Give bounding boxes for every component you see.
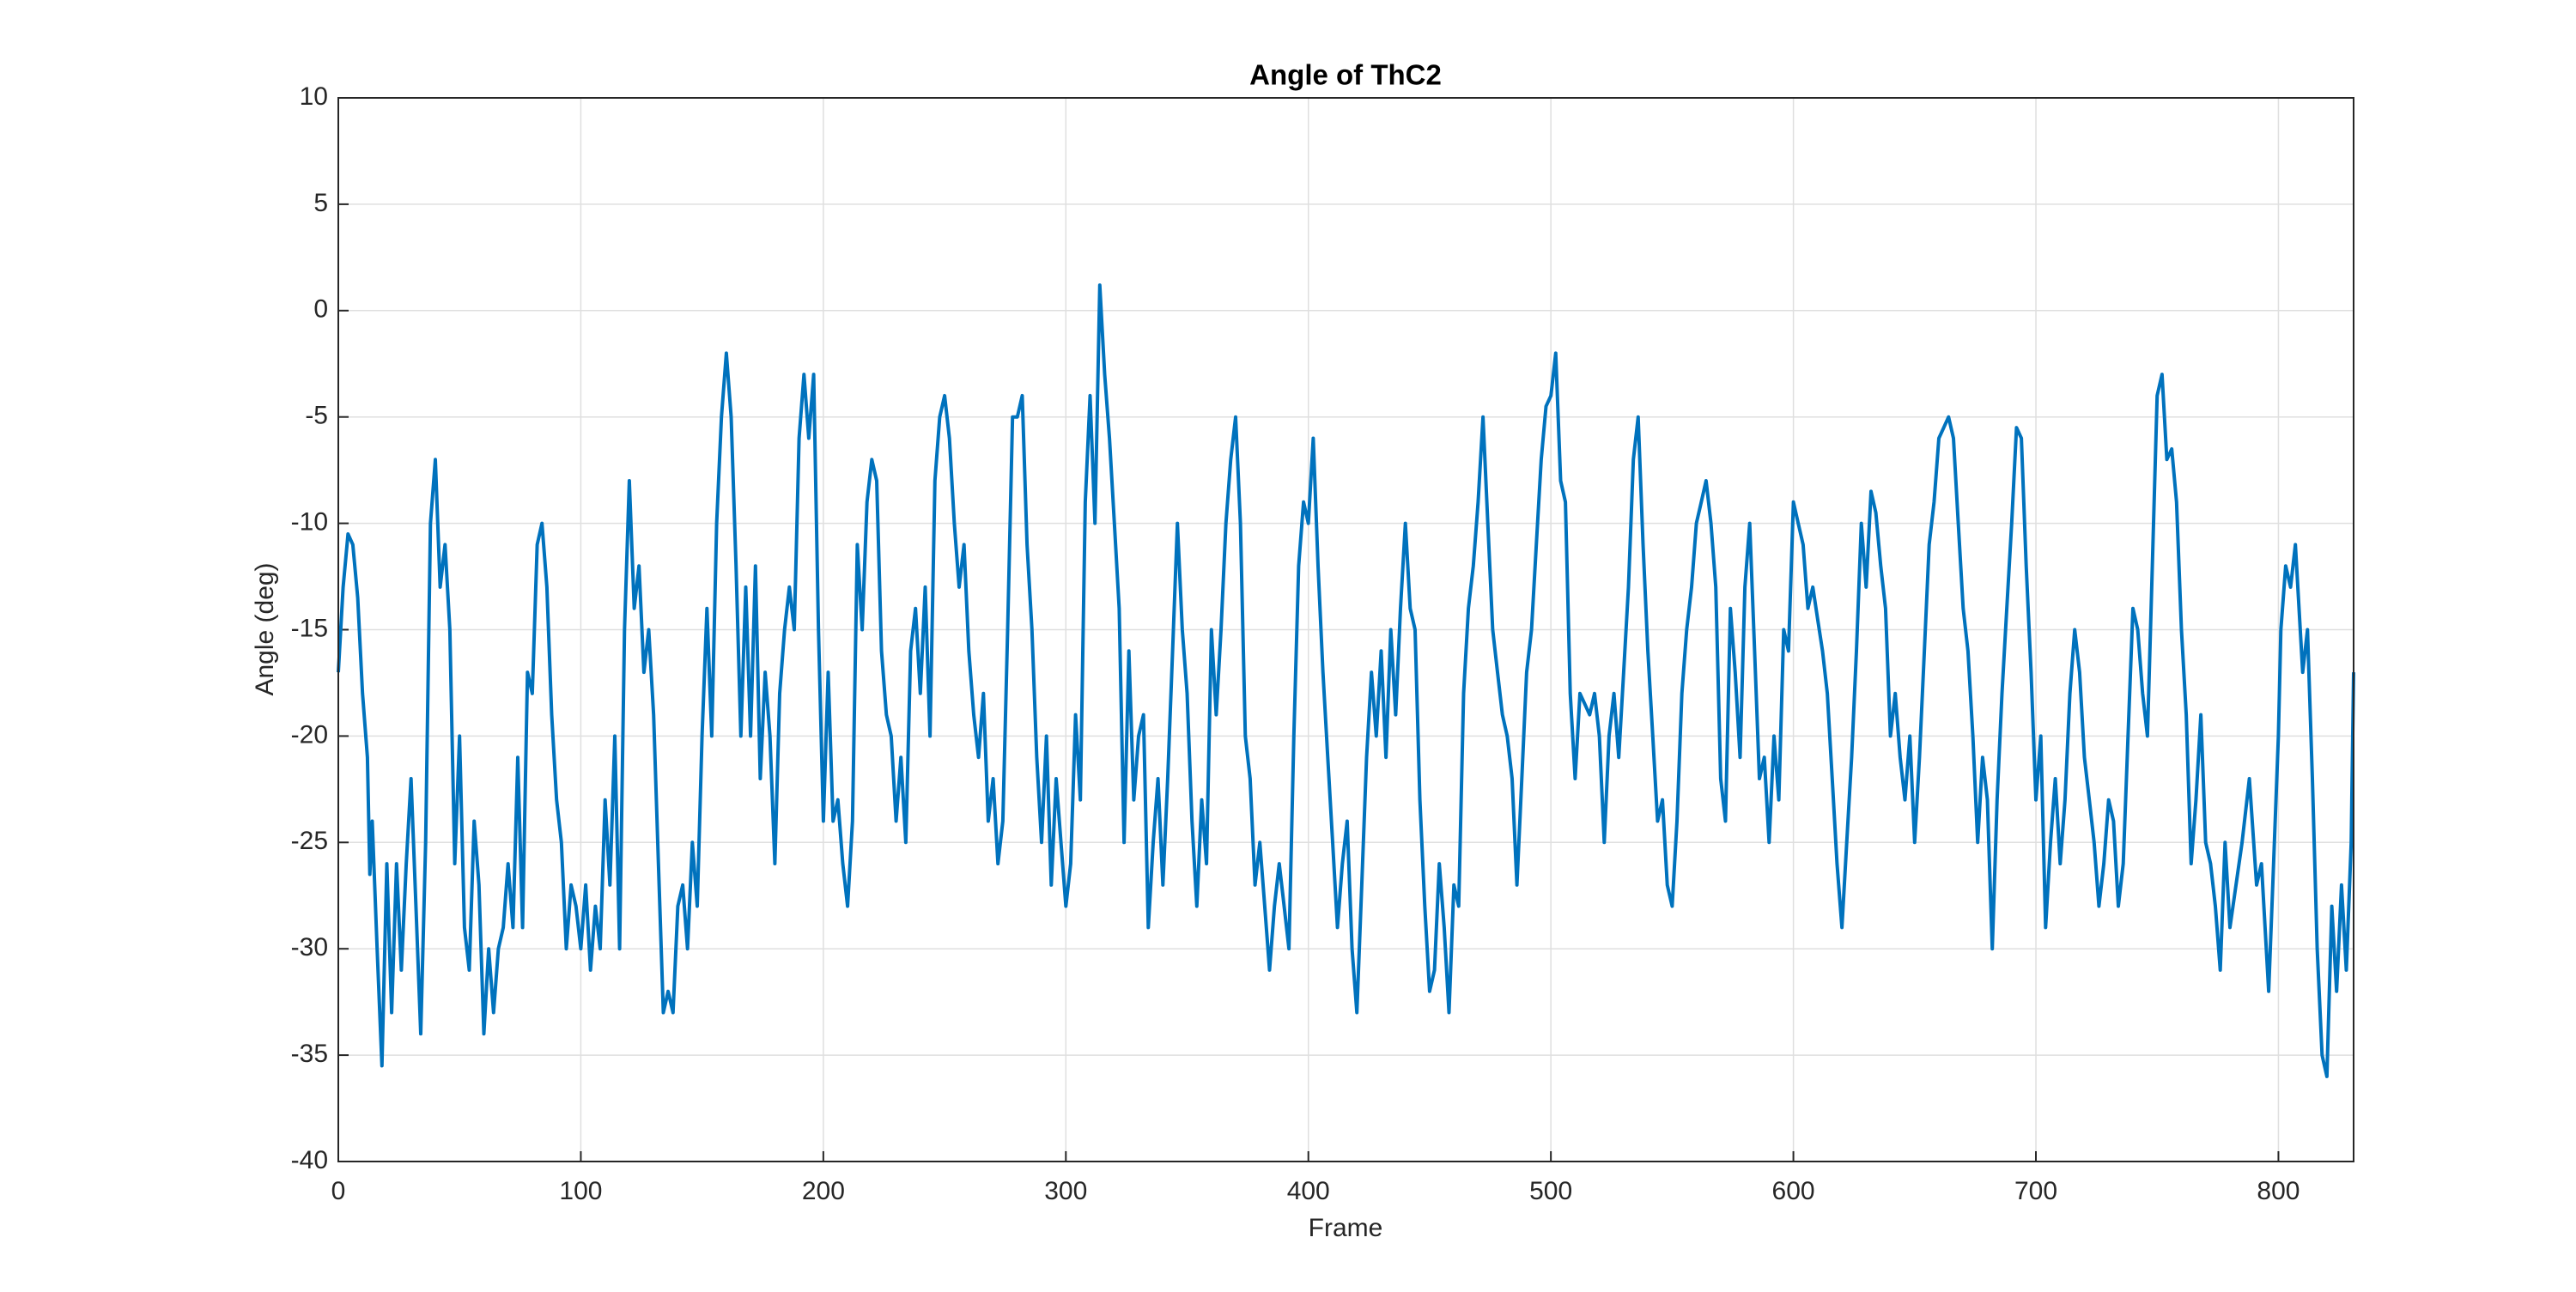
y-tick-label: 0 bbox=[313, 295, 328, 324]
y-tick-label: -25 bbox=[291, 827, 328, 855]
data-line bbox=[337, 283, 2355, 1078]
y-tick-label: 10 bbox=[300, 82, 328, 111]
x-tick-label: 100 bbox=[559, 1177, 602, 1205]
x-tick-label: 500 bbox=[1529, 1177, 1572, 1205]
x-tick-label: 700 bbox=[2014, 1177, 2057, 1205]
y-tick-label: -15 bbox=[291, 614, 328, 642]
x-tick-label: 600 bbox=[1772, 1177, 1815, 1205]
y-tick-label: -5 bbox=[305, 402, 328, 430]
y-tick-label: -20 bbox=[291, 720, 328, 749]
y-tick-label: -30 bbox=[291, 933, 328, 961]
y-tick-label: -40 bbox=[291, 1146, 328, 1174]
x-tick-label: 800 bbox=[2257, 1177, 2300, 1205]
x-tick-label: 300 bbox=[1044, 1177, 1087, 1205]
x-tick-label: 400 bbox=[1287, 1177, 1330, 1205]
axes-box bbox=[337, 97, 2354, 1162]
chart-title: Angle of ThC2 bbox=[1249, 59, 1442, 91]
plot bbox=[337, 283, 2355, 1078]
x-tick-label: 200 bbox=[802, 1177, 845, 1205]
x-tick-label: 0 bbox=[331, 1177, 346, 1205]
y-tick-label: 5 bbox=[313, 189, 328, 217]
y-tick-label: -10 bbox=[291, 508, 328, 537]
y-tick-label: -35 bbox=[291, 1040, 328, 1068]
x-axis-label: Frame bbox=[1309, 1214, 1383, 1242]
y-axis-label: Angle (deg) bbox=[251, 562, 279, 695]
